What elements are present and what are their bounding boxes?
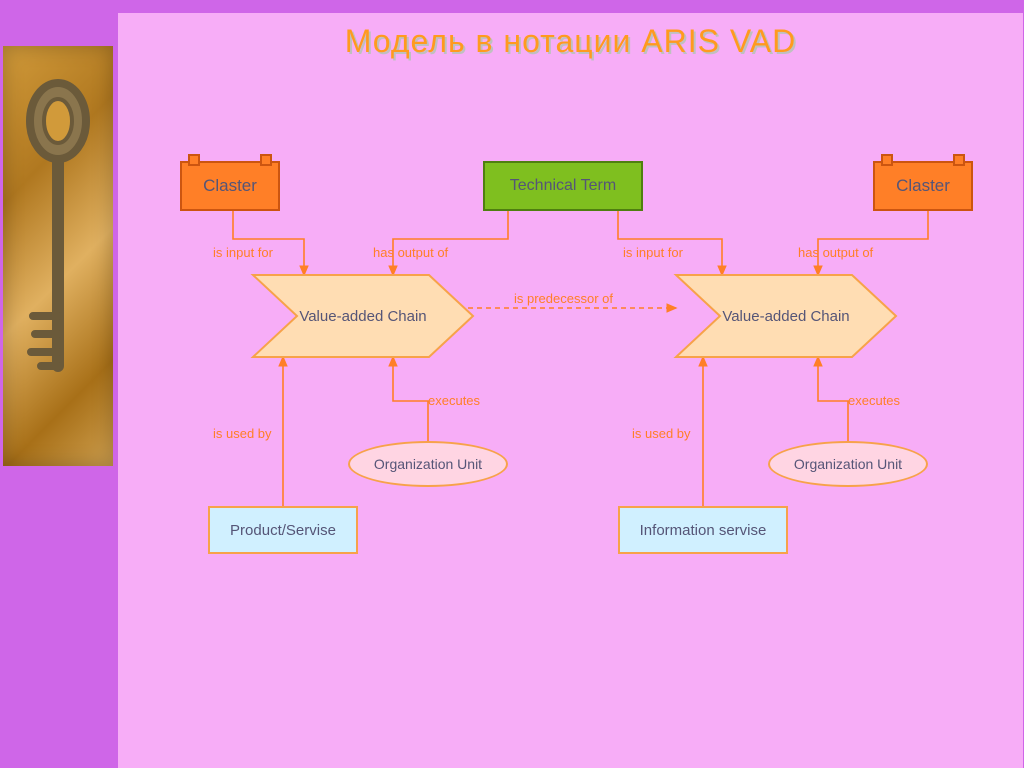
edge-e4 (818, 211, 928, 275)
edge-label-e4: has output of (798, 245, 873, 260)
node-orgunit-left: Organization Unit (348, 441, 508, 487)
edge-label-e1: is input for (213, 245, 273, 260)
node-information-servise: Information servise (618, 506, 788, 554)
product-servise-label: Product/Servise (230, 522, 336, 539)
orgunit-right-label: Organization Unit (794, 456, 902, 472)
node-technical-term: Technical Term (483, 161, 643, 211)
node-cluster-left: Claster (180, 161, 280, 211)
node-orgunit-right: Organization Unit (768, 441, 928, 487)
slide-root: Модель в нотации ARIS VAD Claster Techni… (0, 0, 1024, 768)
main-area: Модель в нотации ARIS VAD Claster Techni… (118, 13, 1023, 768)
node-product-servise: Product/Servise (208, 506, 358, 554)
cluster-left-label: Claster (203, 176, 257, 196)
node-vac-right: Value-added Chain (676, 275, 896, 357)
edge-label-e3: is input for (623, 245, 683, 260)
node-cluster-right: Claster (873, 161, 973, 211)
node-vac-left: Value-added Chain (253, 275, 473, 357)
edge-label-e8: is used by (213, 426, 272, 441)
edge-e1 (233, 211, 304, 275)
vac-right-label: Value-added Chain (722, 308, 849, 325)
edge-e2 (393, 211, 508, 275)
vac-left-label-box: Value-added Chain (253, 275, 473, 357)
vac-left-label: Value-added Chain (299, 308, 426, 325)
key-icon (13, 66, 103, 446)
edge-label-e6: executes (428, 393, 480, 408)
vac-right-label-box: Value-added Chain (676, 275, 896, 357)
techterm-label: Technical Term (510, 177, 616, 195)
info-servise-label: Information servise (640, 522, 767, 539)
edge-e3 (618, 211, 722, 275)
edge-label-e5: is predecessor of (514, 291, 613, 306)
cluster-right-label: Claster (896, 176, 950, 196)
edge-label-e2: has output of (373, 245, 448, 260)
edge-label-e7: executes (848, 393, 900, 408)
edge-e6 (393, 357, 428, 441)
orgunit-left-label: Organization Unit (374, 456, 482, 472)
diagram-canvas: Claster Technical Term Claster Value-add… (118, 43, 1023, 643)
sidebar-key-image (3, 46, 113, 466)
edge-label-e9: is used by (632, 426, 691, 441)
edge-e7 (818, 357, 848, 441)
